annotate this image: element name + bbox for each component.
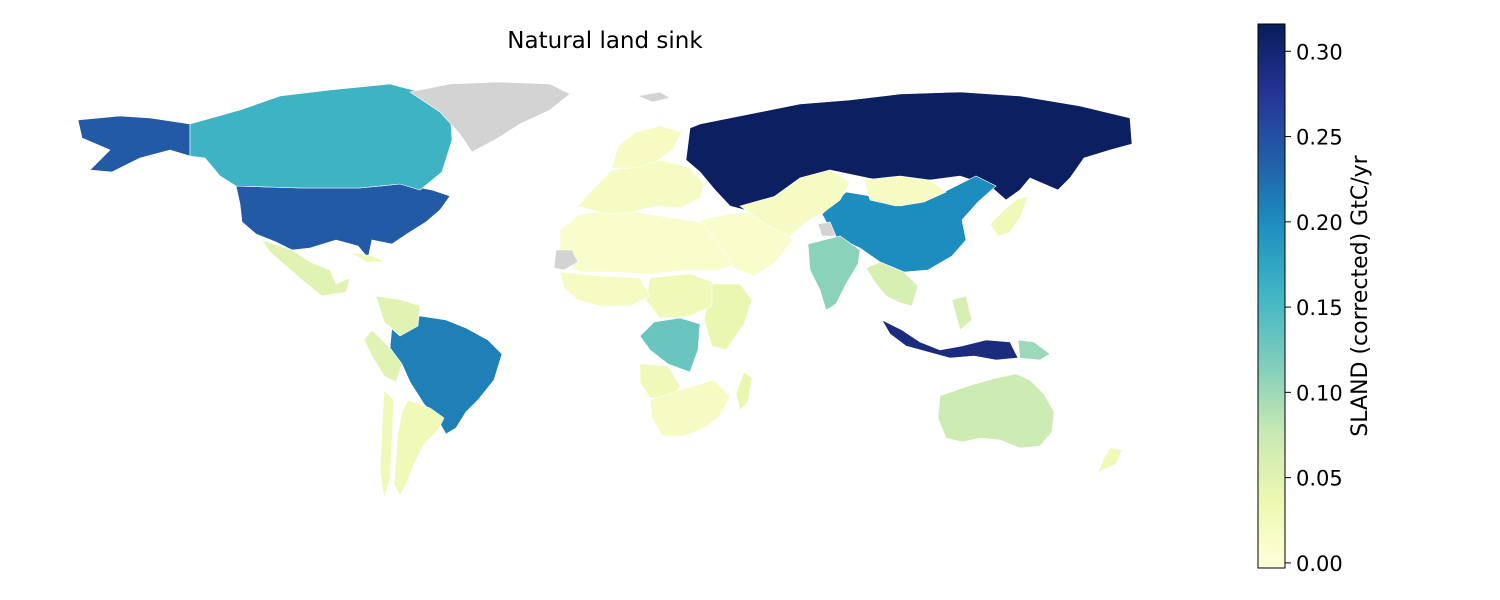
colorbar-tick-label: 0.30 (1296, 40, 1343, 64)
region-greenland (409, 81, 571, 153)
region-australia (937, 373, 1055, 449)
region-southeast-asia (865, 261, 973, 331)
region-colombia (375, 295, 421, 337)
region-chile (379, 389, 395, 499)
region-dr-congo (639, 317, 701, 373)
region-central-africa (645, 273, 713, 319)
region-central-asia (739, 169, 851, 237)
world-map (77, 81, 1133, 499)
region-indonesia (881, 319, 1019, 361)
colorbar-label: SLAND (corrected) GtC/yr (1348, 154, 1373, 436)
colorbar-tick-label: 0.25 (1296, 126, 1343, 150)
region-europe (577, 159, 705, 215)
map-title: Natural land sink (507, 28, 703, 54)
region-scandinavia (611, 125, 683, 169)
region-west-africa (559, 271, 651, 307)
region-madagascar (735, 371, 753, 411)
region-western-sahara (553, 249, 579, 271)
region-svalbard (636, 91, 671, 103)
region-cuba (349, 251, 387, 263)
region-papua-new-guinea (1017, 339, 1051, 361)
region-alaska (77, 115, 191, 173)
region-southern-africa (649, 379, 731, 437)
colorbar-tick-label: 0.10 (1296, 381, 1343, 405)
region-mexico (261, 239, 351, 297)
colorbar-tick-label: 0.05 (1296, 467, 1343, 491)
region-japan (989, 195, 1029, 237)
region-mongolia (863, 175, 947, 207)
region-peru (363, 329, 403, 383)
colorbar-gradient (1257, 23, 1286, 569)
region-argentina (393, 399, 445, 497)
region-kashmir (817, 221, 837, 237)
colorbar-tick-label: 0.15 (1296, 296, 1343, 320)
region-canada (189, 83, 453, 191)
region-east-africa (703, 283, 753, 351)
colorbar-tick-label: 0.00 (1296, 552, 1343, 576)
region-india (807, 235, 861, 311)
region-new-zealand (1097, 447, 1123, 473)
colorbar-tick-label: 0.20 (1296, 211, 1343, 235)
region-brazil (389, 315, 503, 435)
region-middle-east (699, 211, 793, 277)
